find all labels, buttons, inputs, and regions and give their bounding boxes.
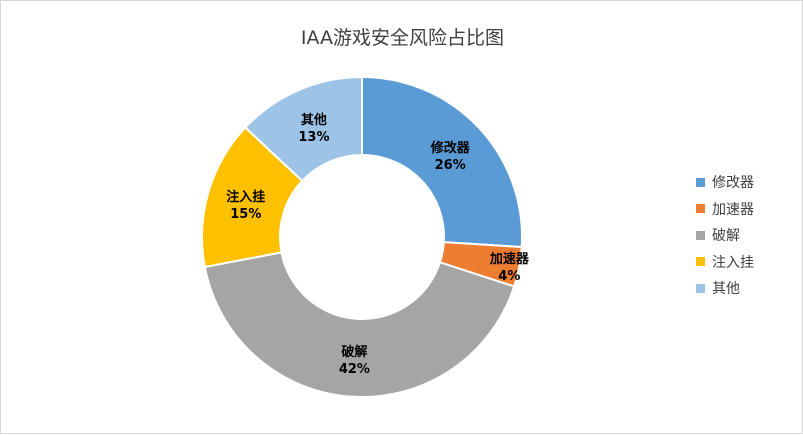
- legend-swatch: [696, 204, 705, 214]
- slice-value-label: 42%: [339, 362, 370, 377]
- donut-slice: [243, 75, 363, 183]
- slice-value-label: 15%: [230, 207, 261, 222]
- slice-label: 其他: [301, 112, 327, 128]
- slice-label: 加速器: [489, 251, 530, 267]
- legend-entry: 其他: [696, 275, 754, 302]
- legend-label: 其他: [712, 281, 740, 298]
- legend-swatch: [696, 177, 705, 187]
- donut-slice: [203, 251, 516, 398]
- donut-slice: [361, 75, 523, 249]
- legend-entry: 修改器: [696, 169, 754, 196]
- slice-value-label: 13%: [298, 130, 329, 145]
- legend-entry: 注入挂: [696, 249, 754, 276]
- slice-value-label: 26%: [435, 158, 466, 173]
- legend-label: 修改器: [712, 175, 754, 192]
- slice-label: 破解: [341, 344, 367, 360]
- legend-swatch: [696, 257, 705, 267]
- chart-title: IAA游戏安全风险占比图: [300, 27, 505, 49]
- legend-label: 破解: [712, 228, 740, 245]
- legend-entry: 加速器: [696, 196, 754, 223]
- legend-label: 加速器: [712, 201, 754, 218]
- chart-legend: 修改器加速器破解注入挂其他: [696, 169, 754, 302]
- slice-label: 注入挂: [226, 189, 265, 205]
- legend-entry: 破解: [696, 222, 754, 249]
- legend-swatch: [696, 283, 705, 293]
- slice-label: 修改器: [430, 140, 471, 156]
- legend-swatch: [696, 230, 705, 240]
- legend-label: 注入挂: [712, 254, 754, 271]
- slice-value-label: 4%: [498, 269, 520, 284]
